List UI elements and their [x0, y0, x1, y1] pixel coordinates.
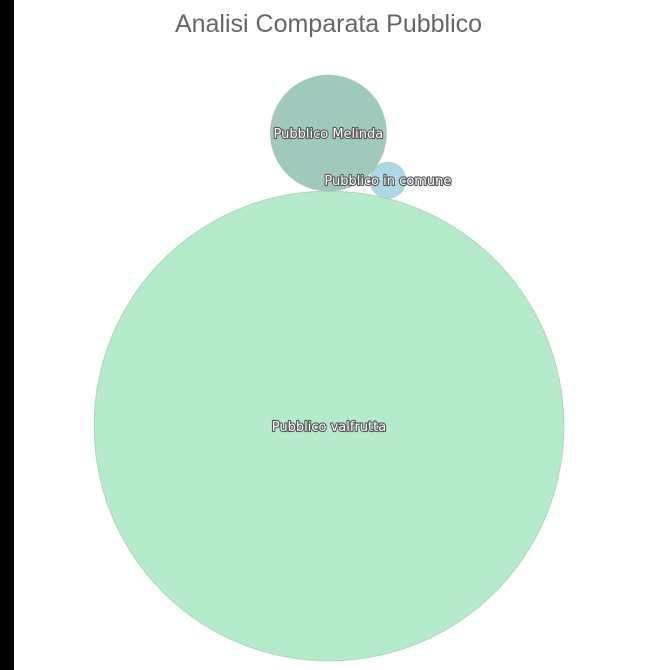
bubble-pubblico-melinda[interactable]	[269, 74, 387, 192]
bubble-pubblico-in-comune[interactable]	[369, 161, 407, 199]
bubble-label-pubblico-valfrutta: Pubblico valfrutta	[272, 420, 386, 435]
bubble-label-pubblico-melinda: Pubblico Melinda	[274, 127, 384, 142]
chart-title: Analisi Comparata Pubblico	[174, 10, 483, 38]
bubble-chart: Pubblico valfrutta Pubblico Melinda Pubbli…	[93, 74, 565, 662]
chart-panel: Analisi Comparata Pubblico Pubblico valf…	[14, 0, 651, 670]
bubble-label-pubblico-in-comune: Pubblico in comune	[324, 174, 451, 189]
